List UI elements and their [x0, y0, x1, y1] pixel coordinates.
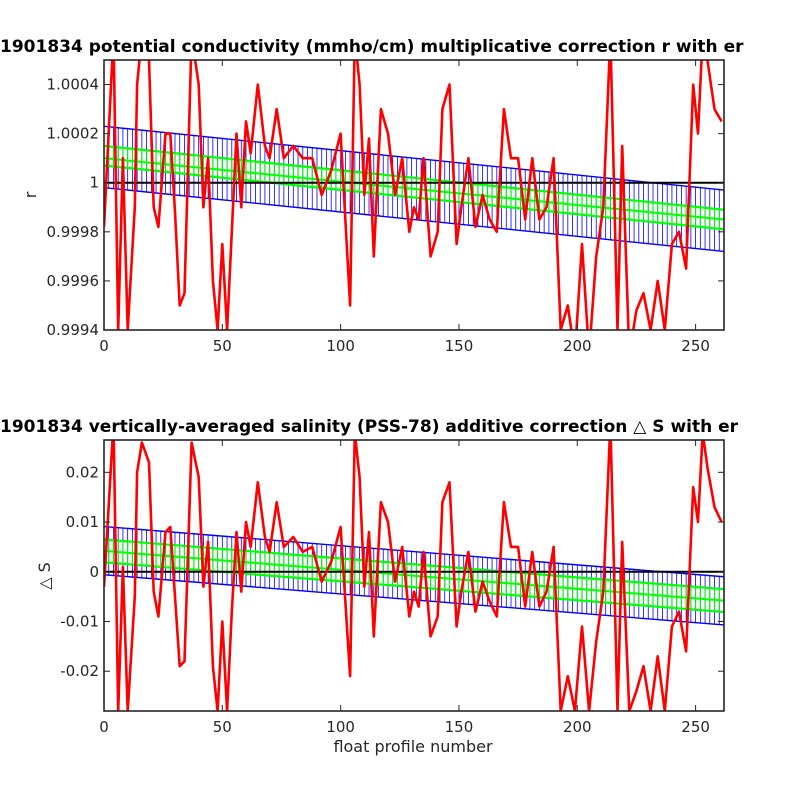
x-tick-label: 100: [326, 718, 355, 736]
y-tick-label: 0.9994: [47, 321, 100, 339]
delta-s-y-axis-label: △ S: [35, 562, 54, 590]
y-tick-label: 1: [89, 174, 99, 192]
y-tick-label: 0.9996: [47, 272, 100, 290]
y-tick-label: 0.9998: [47, 223, 100, 241]
delta-s-x-axis: 0 50 100 150 200 250: [99, 440, 710, 736]
delta-s-data-line: [104, 440, 723, 711]
y-tick-label: 0.01: [66, 513, 99, 531]
x-tick-label: 250: [681, 337, 710, 355]
x-tick-label: 150: [445, 718, 474, 736]
x-tick-label: 200: [563, 337, 592, 355]
y-tick-label: -0.02: [60, 662, 99, 680]
y-tick-label: 1.0002: [47, 125, 100, 143]
r-data-line: [104, 60, 723, 330]
delta-s-plot-frame: [103, 439, 725, 712]
r-y-axis-label: r: [21, 191, 40, 198]
x-axis-label: float profile number: [333, 737, 493, 756]
delta-s-panel-title: 1901834 vertically-averaged salinity (PS…: [0, 417, 739, 437]
r-panel-title: 1901834 potential conductivity (mmho/cm)…: [0, 37, 744, 57]
r-plot-frame: [103, 59, 725, 331]
delta-s-y-axis: -0.02 -0.01 0 0.01 0.02: [60, 463, 724, 680]
x-tick-label: 100: [326, 337, 355, 355]
r-x-axis: 0 50 100 150 200 250: [99, 60, 710, 355]
y-tick-label: 1.0004: [47, 76, 100, 94]
x-tick-label: 250: [681, 718, 710, 736]
y-tick-label: -0.01: [60, 612, 99, 630]
x-tick-label: 0: [99, 718, 109, 736]
x-tick-label: 200: [563, 718, 592, 736]
x-tick-label: 0: [99, 337, 109, 355]
x-tick-label: 50: [213, 718, 232, 736]
x-tick-label: 50: [213, 337, 232, 355]
delta-s-panel: 1901834 vertically-averaged salinity (PS…: [0, 417, 739, 756]
y-tick-label: 0: [89, 563, 99, 581]
r-y-axis: 0.9994 0.9996 0.9998 1 1.0002 1.0004: [47, 76, 724, 339]
r-panel: 1901834 potential conductivity (mmho/cm)…: [0, 37, 744, 355]
y-tick-label: 0.02: [66, 463, 99, 481]
x-tick-label: 150: [445, 337, 474, 355]
